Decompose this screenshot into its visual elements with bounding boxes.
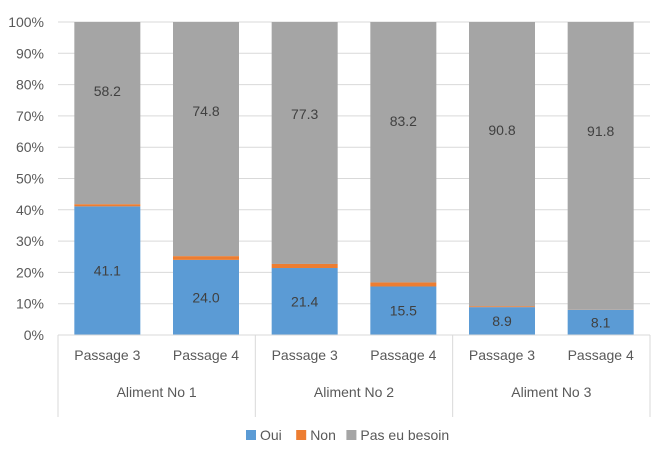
data-label: 77.3	[291, 106, 318, 122]
y-tick-label: 10%	[16, 296, 44, 312]
legend-swatch	[246, 430, 256, 440]
data-label: 21.4	[291, 294, 318, 310]
data-label: 41.1	[94, 263, 121, 279]
legend-label: Pas eu besoin	[360, 427, 449, 443]
bar-segment-non	[74, 204, 140, 206]
y-tick-label: 50%	[16, 171, 44, 187]
bar-segment-pas-eu-besoin	[272, 22, 338, 264]
bar-segment-pas-eu-besoin	[568, 22, 634, 309]
group-label: Aliment No 2	[314, 384, 394, 400]
y-tick-label: 0%	[24, 327, 44, 343]
bar-segment-non	[272, 264, 338, 268]
y-tick-label: 70%	[16, 108, 44, 124]
y-tick-label: 20%	[16, 264, 44, 280]
x-tick-label: Passage 3	[469, 347, 535, 363]
data-label: 15.5	[390, 303, 417, 319]
y-tick-label: 30%	[16, 233, 44, 249]
legend-label: Non	[310, 427, 336, 443]
legend-label: Oui	[260, 427, 282, 443]
x-tick-label: Passage 4	[370, 347, 436, 363]
data-label: 90.8	[488, 122, 515, 138]
y-tick-label: 60%	[16, 139, 44, 155]
bar-segment-pas-eu-besoin	[469, 22, 535, 306]
group-label: Aliment No 3	[511, 384, 591, 400]
legend-swatch	[346, 430, 356, 440]
data-label: 74.8	[192, 103, 219, 119]
y-tick-label: 40%	[16, 202, 44, 218]
bar-segment-non	[469, 306, 535, 307]
bar-segment-pas-eu-besoin	[370, 22, 436, 282]
x-tick-label: Passage 3	[74, 347, 140, 363]
bar-segment-pas-eu-besoin	[173, 22, 239, 256]
data-label: 8.1	[591, 314, 611, 330]
group-label: Aliment No 1	[117, 384, 197, 400]
legend-swatch	[296, 430, 306, 440]
data-label: 91.8	[587, 123, 614, 139]
bar-segment-pas-eu-besoin	[74, 22, 140, 204]
x-tick-label: Passage 4	[568, 347, 634, 363]
bar-segment-non	[370, 282, 436, 286]
y-tick-label: 80%	[16, 77, 44, 93]
data-label: 8.9	[492, 313, 512, 329]
y-tick-label: 100%	[8, 14, 44, 30]
data-label: 24.0	[192, 289, 219, 305]
data-label: 83.2	[390, 113, 417, 129]
data-label: 58.2	[94, 83, 121, 99]
x-tick-label: Passage 3	[272, 347, 338, 363]
y-tick-label: 90%	[16, 45, 44, 61]
x-tick-label: Passage 4	[173, 347, 239, 363]
bar-segment-non	[173, 256, 239, 260]
